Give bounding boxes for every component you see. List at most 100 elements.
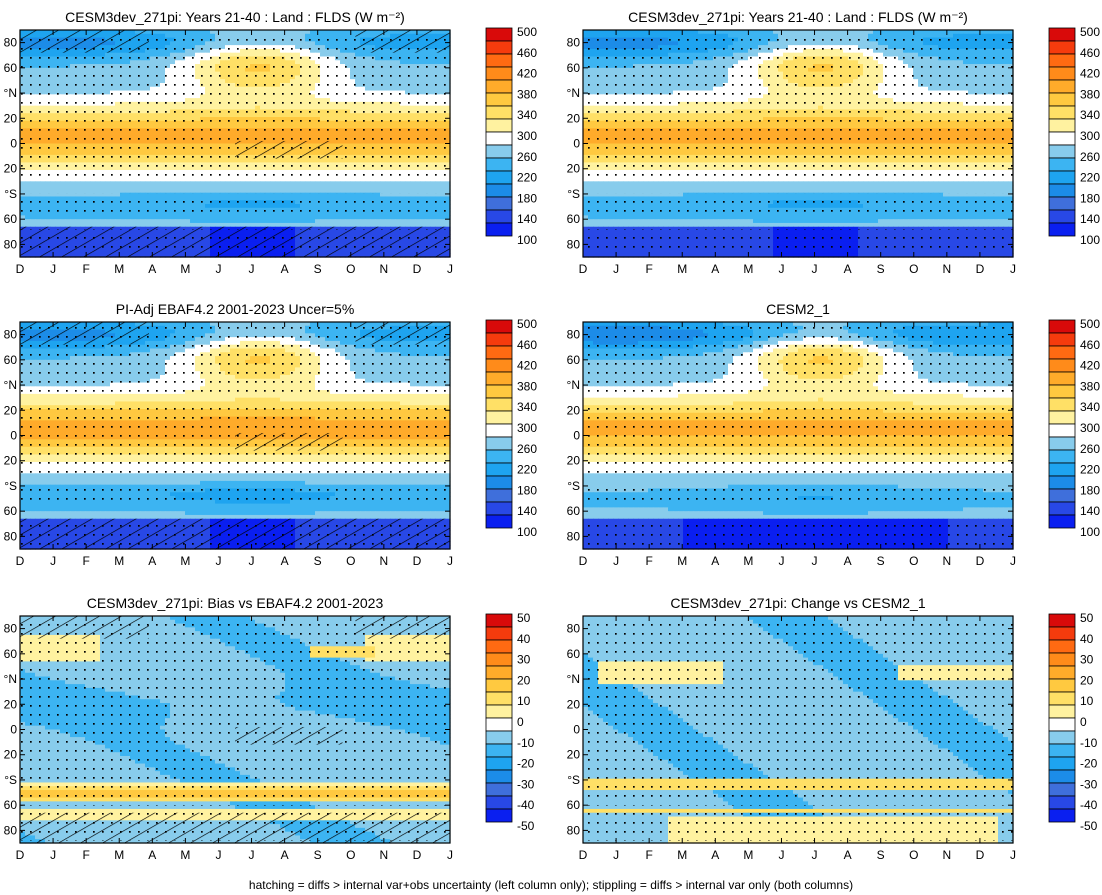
heatmap-cell bbox=[155, 181, 161, 185]
heatmap-cell bbox=[255, 215, 261, 219]
heatmap-cell bbox=[440, 189, 446, 193]
heatmap-cell bbox=[135, 215, 141, 219]
heatmap-cell bbox=[115, 185, 121, 189]
heatmap-cell bbox=[125, 189, 131, 193]
heatmap-cell bbox=[225, 223, 231, 227]
heatmap-cell bbox=[390, 106, 396, 110]
heatmap-cell bbox=[55, 185, 61, 189]
heatmap-cell bbox=[395, 215, 401, 219]
heatmap-cell bbox=[160, 181, 166, 185]
heatmap-cell bbox=[20, 106, 26, 110]
heatmap-cell bbox=[265, 185, 271, 189]
heatmap-cell bbox=[395, 223, 401, 227]
heatmap-cell bbox=[60, 223, 66, 227]
heatmap-cell bbox=[100, 189, 106, 193]
heatmap-cell bbox=[365, 181, 371, 185]
heatmap-cell bbox=[145, 215, 151, 219]
heatmap-cell bbox=[295, 181, 301, 185]
heatmap-cell bbox=[310, 189, 316, 193]
heatmap-cell bbox=[230, 215, 236, 219]
heatmap-cell bbox=[120, 215, 126, 219]
heatmap-cell bbox=[330, 185, 336, 189]
heatmap-cell bbox=[440, 185, 446, 189]
heatmap-cell bbox=[110, 215, 116, 219]
heatmap-cell bbox=[240, 215, 246, 219]
heatmap-cell bbox=[105, 215, 111, 219]
heatmap-cell bbox=[140, 219, 146, 223]
heatmap-cell bbox=[130, 215, 136, 219]
heatmap-cell bbox=[195, 189, 201, 193]
heatmap-cell bbox=[30, 215, 36, 219]
heatmap-cell bbox=[375, 219, 381, 223]
heatmap-cell bbox=[295, 189, 301, 193]
heatmap-cell bbox=[180, 223, 186, 227]
heatmap-cell bbox=[435, 215, 441, 219]
heatmap-cell bbox=[385, 189, 391, 193]
heatmap-cell bbox=[225, 106, 231, 110]
heatmap-cell bbox=[275, 189, 281, 193]
heatmap-cell bbox=[180, 106, 186, 110]
heatmap-cell bbox=[385, 181, 391, 185]
heatmap-cell bbox=[175, 189, 181, 193]
heatmap-cell bbox=[230, 185, 236, 189]
heatmap-cell bbox=[410, 181, 416, 185]
heatmap-cell bbox=[80, 185, 86, 189]
heatmap-cell bbox=[325, 106, 331, 110]
heatmap-cell bbox=[155, 215, 161, 219]
heatmap-cell bbox=[345, 215, 351, 219]
heatmap-cell bbox=[430, 215, 436, 219]
heatmap-cell bbox=[235, 219, 241, 223]
heatmap-cell bbox=[375, 181, 381, 185]
heatmap-cell bbox=[265, 106, 271, 110]
heatmap-cell bbox=[405, 185, 411, 189]
heatmap-cell bbox=[435, 181, 441, 185]
heatmap-cell bbox=[35, 189, 41, 193]
heatmap-cell bbox=[425, 215, 431, 219]
heatmap-cell bbox=[350, 223, 356, 227]
heatmap-cell bbox=[225, 219, 231, 223]
heatmap-cell bbox=[130, 223, 136, 227]
heatmap-cell bbox=[90, 106, 96, 110]
heatmap-cell bbox=[340, 219, 346, 223]
heatmap-cell bbox=[340, 189, 346, 193]
heatmap-cell bbox=[330, 219, 336, 223]
heatmap-cell bbox=[340, 223, 346, 227]
heatmap-cell bbox=[120, 185, 126, 189]
heatmap-cell bbox=[150, 223, 156, 227]
heatmap-cell bbox=[240, 223, 246, 227]
heatmap-cell bbox=[355, 189, 361, 193]
heatmap-cell bbox=[380, 223, 386, 227]
heatmap-cell bbox=[70, 185, 76, 189]
heatmap-cell bbox=[430, 189, 436, 193]
heatmap-cell bbox=[215, 181, 221, 185]
heatmap-cell bbox=[335, 223, 341, 227]
heatmap-cell bbox=[160, 185, 166, 189]
heatmap-cell bbox=[50, 106, 56, 110]
heatmap-cell bbox=[220, 223, 226, 227]
heatmap-cell bbox=[220, 189, 226, 193]
heatmap-cell bbox=[145, 181, 151, 185]
heatmap-cell bbox=[135, 223, 141, 227]
heatmap-cell bbox=[190, 106, 196, 110]
heatmap-cell bbox=[425, 223, 431, 227]
heatmap-cell bbox=[20, 189, 26, 193]
heatmap-cell bbox=[425, 106, 431, 110]
heatmap-cell bbox=[405, 106, 411, 110]
heatmap-cell bbox=[135, 185, 141, 189]
heatmap-cell bbox=[105, 106, 111, 110]
heatmap-cell bbox=[90, 181, 96, 185]
heatmap-cell bbox=[275, 215, 281, 219]
heatmap-cell bbox=[105, 185, 111, 189]
heatmap-cell bbox=[415, 189, 421, 193]
heatmap-cell bbox=[40, 215, 46, 219]
heatmap-cell bbox=[350, 189, 356, 193]
heatmap-cell bbox=[20, 223, 26, 227]
heatmap-cell bbox=[280, 223, 286, 227]
heatmap-cell bbox=[85, 215, 91, 219]
heatmap-cell bbox=[255, 219, 261, 223]
heatmap-cell bbox=[420, 219, 426, 223]
heatmap-cell bbox=[100, 219, 106, 223]
heatmap-cell bbox=[285, 219, 291, 223]
heatmap-cell bbox=[350, 215, 356, 219]
heatmap-cell bbox=[210, 106, 216, 110]
